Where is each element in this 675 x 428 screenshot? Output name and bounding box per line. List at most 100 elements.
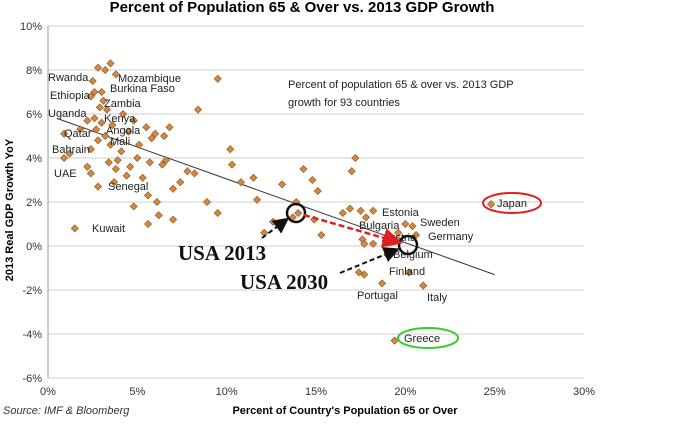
data-point <box>86 145 95 154</box>
label-senegal: Senegal <box>108 181 148 193</box>
label-burkina-faso: Burkina Faso <box>110 83 175 95</box>
label-estonia: Estonia <box>382 207 420 219</box>
data-point <box>60 153 69 163</box>
y-tick-labels: 10% 8% 6% 4% 2% 0% -2% -4% -6% <box>20 21 42 385</box>
label-qatar: Qatar <box>64 128 92 140</box>
data-point <box>160 131 169 141</box>
data-point <box>94 182 103 191</box>
data-point <box>360 239 369 248</box>
y-tick-label: -2% <box>22 285 42 297</box>
data-point <box>124 127 133 136</box>
label-bahrain: Bahrain <box>52 144 90 156</box>
label-kuwait: Kuwait <box>92 223 125 235</box>
x-tick-label: 0% <box>40 386 56 398</box>
x-tick-label: 30% <box>573 386 595 398</box>
data-point <box>404 268 413 277</box>
data-point <box>133 153 142 163</box>
data-point <box>104 158 113 167</box>
label-bulgaria: Bulgaria <box>359 220 400 232</box>
label-uganda: Uganda <box>48 108 87 120</box>
data-point <box>60 129 69 138</box>
data-point <box>194 105 203 114</box>
data-point <box>236 178 245 187</box>
y-tick-label: 4% <box>26 153 42 165</box>
label-greece: Greece <box>404 333 440 345</box>
data-point <box>345 204 354 213</box>
x-tick-label: 25% <box>484 386 506 398</box>
data-point <box>408 222 417 231</box>
data-point <box>190 169 199 178</box>
data-point <box>106 140 115 149</box>
label-usa-2013: USA 2013 <box>178 241 266 265</box>
label-rwanda: Rwanda <box>48 72 89 84</box>
y-tick-label: 6% <box>26 109 42 121</box>
data-point <box>165 123 174 132</box>
data-point <box>269 217 278 226</box>
data-point <box>253 195 262 204</box>
data-point <box>129 202 138 211</box>
data-point <box>356 206 365 215</box>
usa-2013-marker <box>285 202 307 224</box>
data-point <box>362 213 371 222</box>
label-italy: Italy <box>427 292 448 304</box>
data-point <box>90 87 99 97</box>
data-point <box>126 162 135 171</box>
data-point <box>99 96 108 105</box>
data-point <box>152 197 162 207</box>
label-finland: Finland <box>389 266 425 278</box>
x-tick-label: 5% <box>129 386 145 398</box>
label-portugal: Portugal <box>357 290 398 302</box>
data-point <box>119 109 128 119</box>
label-mali: Mali <box>110 136 130 148</box>
data-point <box>95 103 104 112</box>
data-point <box>154 211 163 220</box>
data-point <box>249 173 258 182</box>
data-point <box>317 230 326 240</box>
label-uae: UAE <box>54 168 77 180</box>
source-note: Source: IMF & Bloomberg <box>3 405 130 417</box>
data-point <box>351 153 360 163</box>
data-point <box>86 169 95 178</box>
label-kenya: Kenya <box>104 113 136 125</box>
data-point <box>147 134 156 143</box>
data-point <box>83 116 92 125</box>
data-point <box>412 230 421 240</box>
data-point <box>213 74 222 83</box>
data-point <box>135 140 144 149</box>
data-point <box>94 136 103 145</box>
y-tick-label: -6% <box>22 373 42 385</box>
data-point <box>88 76 97 86</box>
data-point <box>101 65 110 75</box>
data-point <box>94 63 103 72</box>
data-point <box>142 123 151 132</box>
data-point <box>111 70 120 79</box>
data-point <box>144 191 153 200</box>
label-belgium: Belgium <box>393 249 433 261</box>
y-tick-label: 8% <box>26 65 42 77</box>
data-point <box>299 164 308 174</box>
data-point <box>122 171 131 180</box>
data-point <box>110 178 119 187</box>
data-point <box>117 147 126 156</box>
x-tick-label: 10% <box>216 386 238 398</box>
data-point <box>308 175 317 185</box>
data-point <box>419 281 428 290</box>
data-point <box>347 167 356 176</box>
y-tick-label: 10% <box>20 21 42 33</box>
data-point <box>151 129 160 138</box>
data-point <box>145 158 154 167</box>
data-point <box>138 173 147 182</box>
label-japan: Japan <box>497 198 527 210</box>
data-point <box>226 145 235 154</box>
data-point <box>97 87 106 97</box>
label-germany: Germany <box>428 231 474 243</box>
data-point <box>129 116 138 125</box>
data-point <box>487 200 496 209</box>
data-point <box>161 156 170 165</box>
label-ethiopia: Ethiopia <box>50 90 91 102</box>
data-point <box>369 206 378 215</box>
data-point <box>97 118 106 127</box>
label-zambia: Zambia <box>104 98 142 110</box>
annotation-line-1: Percent of population 65 & over vs. 2013… <box>288 79 514 91</box>
data-point <box>83 162 92 171</box>
